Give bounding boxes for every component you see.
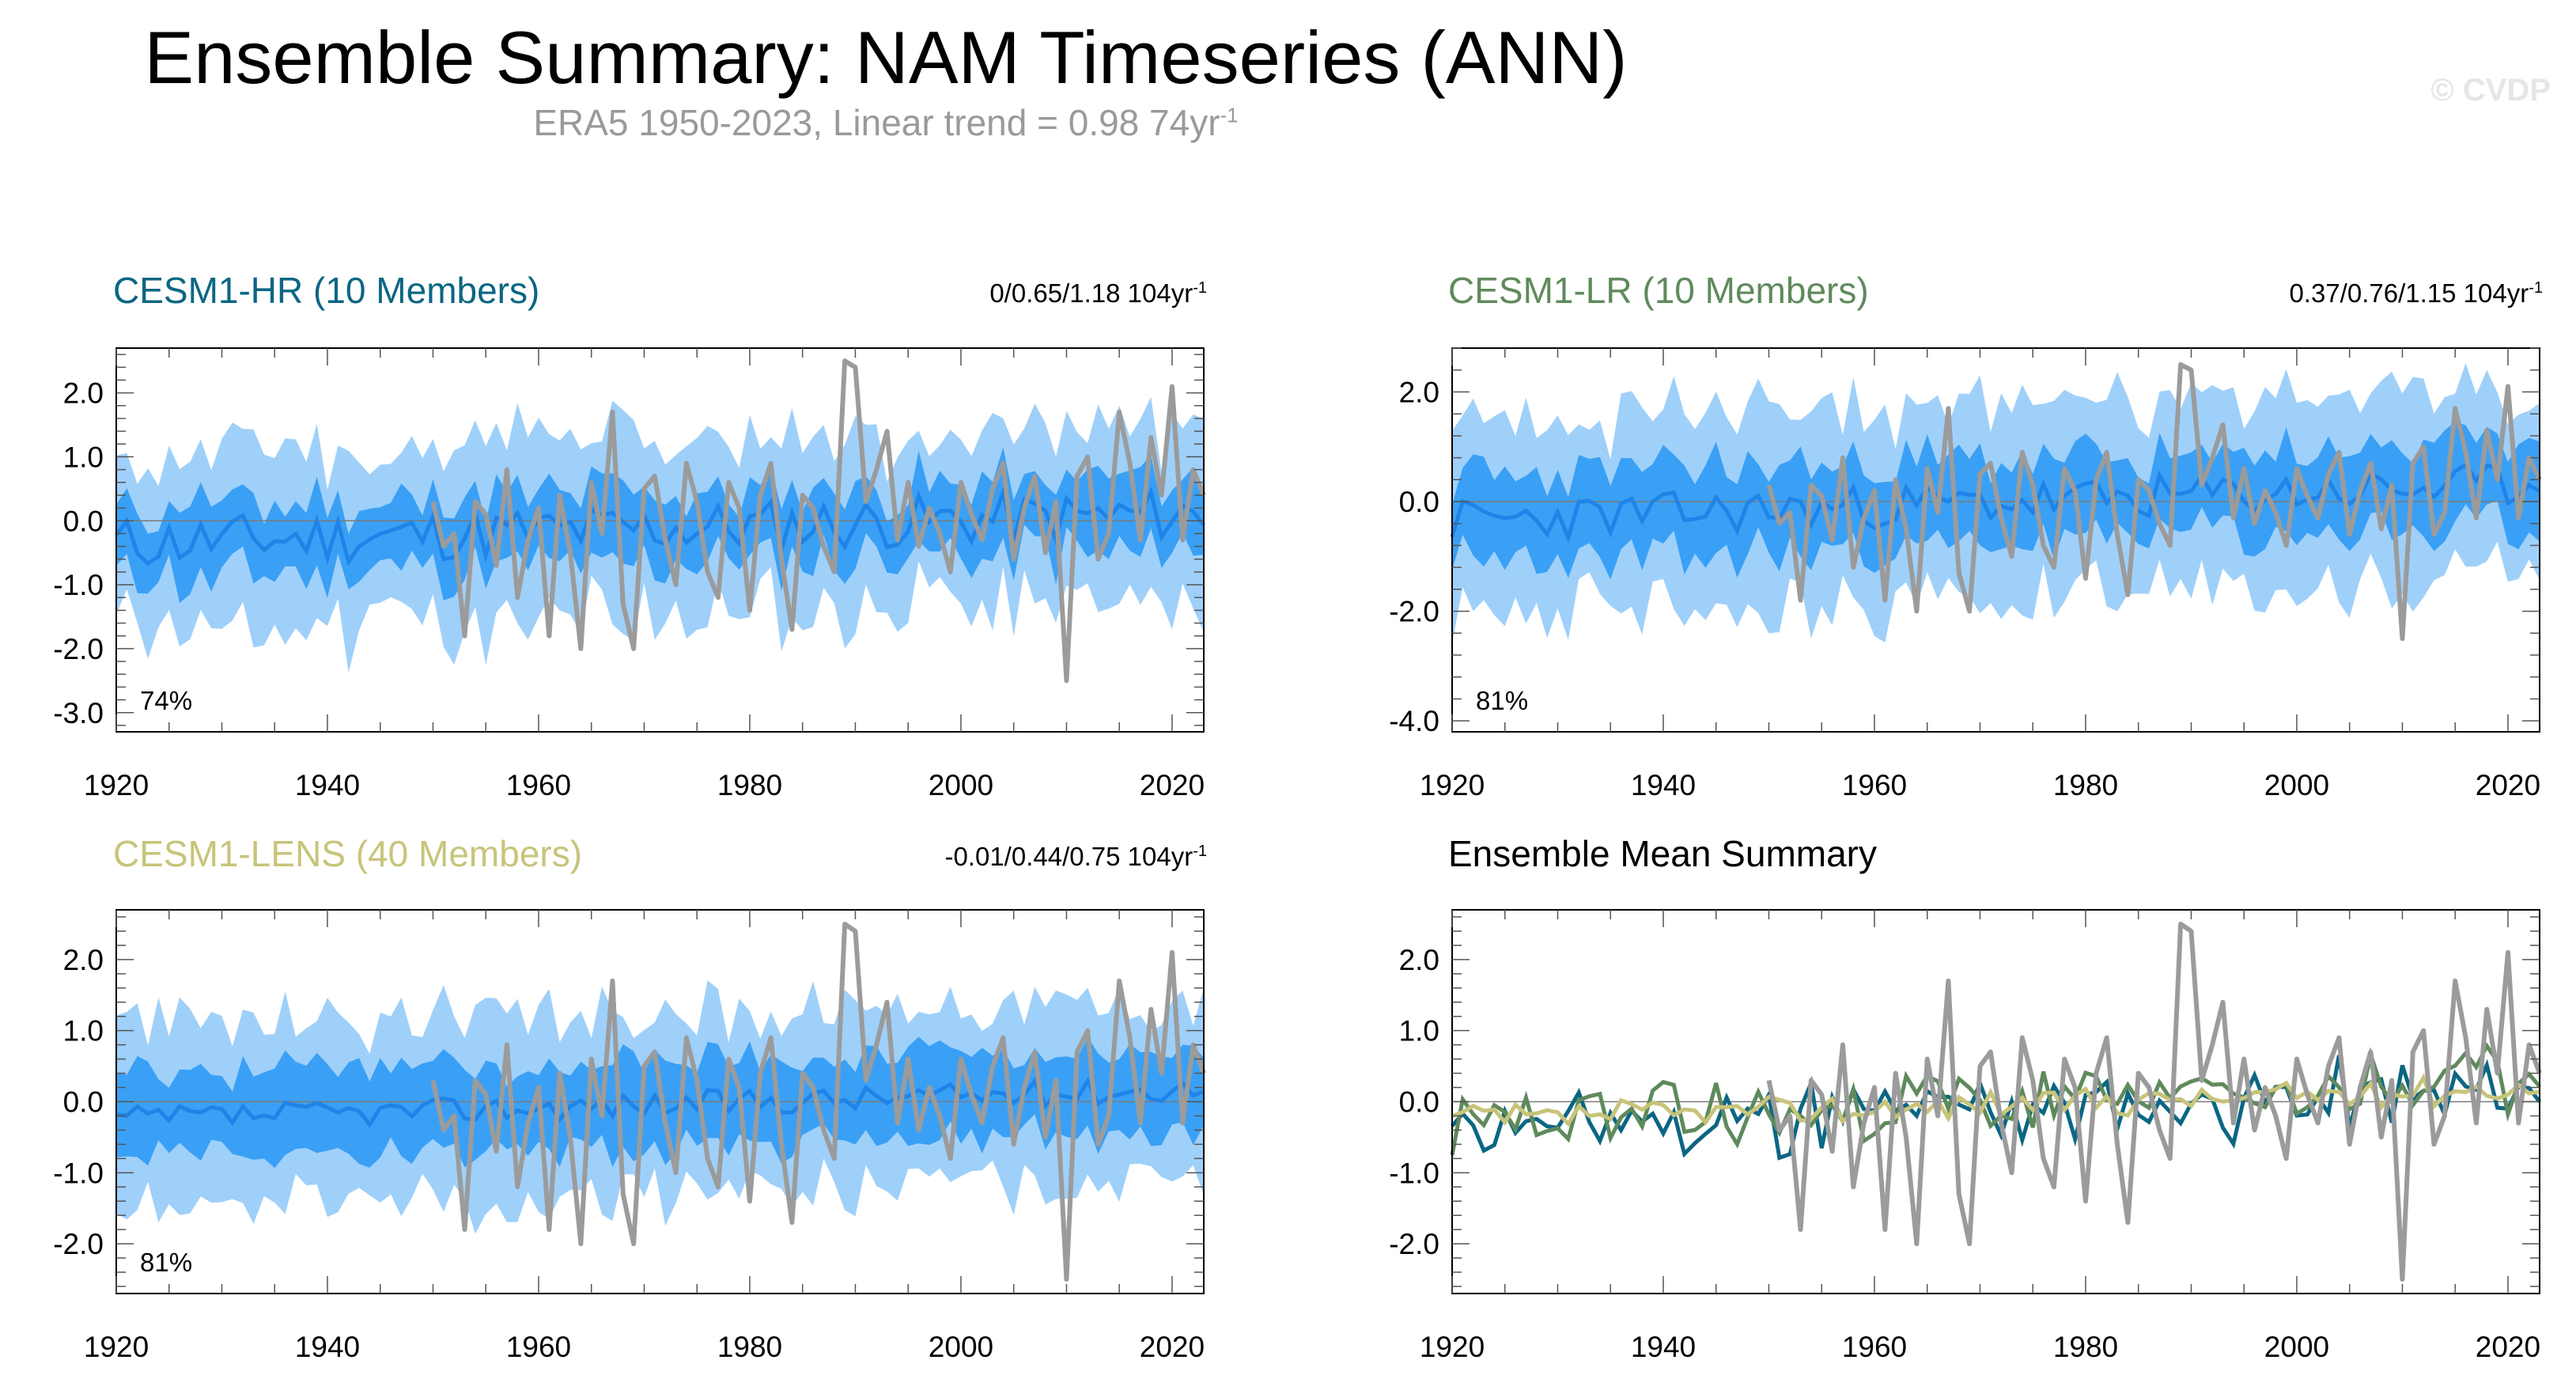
x-tick-label-hr: 2020 [1140, 769, 1205, 801]
panel-title-lens: CESM1-LENS (40 Members) [113, 833, 583, 874]
trend-exponent-lens: -1 [1193, 843, 1207, 860]
x-tick-label-summary: 1940 [1631, 1331, 1696, 1363]
x-tick-label-lens: 1920 [84, 1331, 149, 1363]
x-tick-label-summary: 1960 [1842, 1331, 1907, 1363]
subtitle-exponent: -1 [1220, 103, 1239, 127]
y-tick-label-hr: -2.0 [53, 633, 104, 665]
subtitle: ERA5 1950-2023, Linear trend = 0.98 74yr… [0, 101, 1772, 144]
plot-frame-lr [1451, 347, 2540, 733]
y-tick-label-summary: 1.0 [1399, 1015, 1439, 1047]
y-tick-label-summary: 2.0 [1399, 944, 1439, 976]
percent-label-lr: 81% [1476, 686, 1528, 715]
x-tick-label-lr: 2000 [2264, 769, 2329, 801]
y-tick-label-hr: 0.0 [63, 505, 104, 537]
x-tick-label-lr: 1920 [1420, 769, 1485, 801]
x-tick-label-hr: 1920 [84, 769, 149, 801]
y-tick-label-lens: 0.0 [63, 1086, 104, 1119]
trend-text-lens: -0.01/0.44/0.75 104yr [944, 842, 1193, 871]
y-tick-label-lr: 0.0 [1399, 486, 1439, 518]
y-tick-label-lens: -1.0 [53, 1157, 104, 1189]
y-tick-label-hr: -3.0 [53, 697, 104, 729]
y-tick-label-lr: -4.0 [1389, 705, 1439, 737]
observed-series-lr [1766, 362, 2542, 642]
observed-series-lens [430, 921, 1206, 1282]
y-tick-label-summary: -2.0 [1389, 1228, 1439, 1260]
x-tick-label-lens: 1980 [717, 1331, 782, 1363]
x-tick-label-hr: 1960 [506, 769, 571, 801]
y-tick-label-hr: -1.0 [53, 569, 104, 601]
trend-exponent-lr: -1 [2529, 279, 2543, 297]
panel-title-lr: CESM1-LR (10 Members) [1448, 270, 1869, 311]
x-tick-label-lr: 1940 [1631, 769, 1696, 801]
watermark: © CVDP [2430, 73, 2551, 108]
x-tick-label-summary: 2000 [2264, 1331, 2329, 1363]
x-tick-label-summary: 1980 [2053, 1331, 2118, 1363]
percent-label-lens: 81% [140, 1248, 192, 1277]
trend-label-hr: 0/0.65/1.18 104yr-1 [989, 278, 1207, 309]
observed-series-hr [430, 358, 1206, 684]
x-tick-label-lr: 1980 [2053, 769, 2118, 801]
y-tick-label-lr: 2.0 [1399, 376, 1439, 408]
trend-text-hr: 0/0.65/1.18 104yr [989, 278, 1193, 308]
trend-exponent-hr: -1 [1193, 279, 1207, 297]
trend-label-lr: 0.37/0.76/1.15 104yr-1 [2289, 278, 2543, 309]
main-title: Ensemble Summary: NAM Timeseries (ANN) [144, 16, 1628, 99]
y-tick-label-hr: 2.0 [63, 377, 104, 410]
y-tick-label-summary: -1.0 [1389, 1157, 1439, 1189]
x-tick-label-hr: 1940 [295, 769, 360, 801]
x-tick-label-lr: 1960 [1842, 769, 1907, 801]
plot-frame-hr [115, 347, 1205, 733]
y-tick-label-lens: -2.0 [53, 1228, 104, 1260]
subtitle-text: ERA5 1950-2023, Linear trend = 0.98 74yr [533, 102, 1220, 143]
y-tick-label-summary: 0.0 [1399, 1086, 1439, 1119]
x-tick-label-lr: 2020 [2476, 769, 2540, 801]
y-tick-label-lens: 1.0 [63, 1015, 104, 1047]
y-tick-label-hr: 1.0 [63, 441, 104, 473]
x-tick-label-hr: 2000 [929, 769, 993, 801]
panel-title-summary: Ensemble Mean Summary [1448, 833, 1877, 874]
x-tick-label-lens: 2000 [929, 1331, 993, 1363]
x-tick-label-summary: 2020 [2476, 1331, 2540, 1363]
panel-title-hr: CESM1-HR (10 Members) [113, 270, 540, 311]
trend-label-lens: -0.01/0.44/0.75 104yr-1 [944, 842, 1207, 872]
inner-spread-band-hr [116, 447, 1204, 604]
x-tick-label-lens: 1940 [295, 1331, 360, 1363]
observed-series-summary [1766, 921, 2542, 1282]
x-tick-label-lens: 2020 [1140, 1331, 1205, 1363]
x-tick-label-summary: 1920 [1420, 1331, 1485, 1363]
trend-text-lr: 0.37/0.76/1.15 104yr [2289, 278, 2529, 308]
y-tick-label-lr: -2.0 [1389, 596, 1439, 628]
y-tick-label-lens: 2.0 [63, 944, 104, 976]
percent-label-hr: 74% [140, 686, 192, 715]
x-tick-label-hr: 1980 [717, 769, 782, 801]
x-tick-label-lens: 1960 [506, 1331, 571, 1363]
